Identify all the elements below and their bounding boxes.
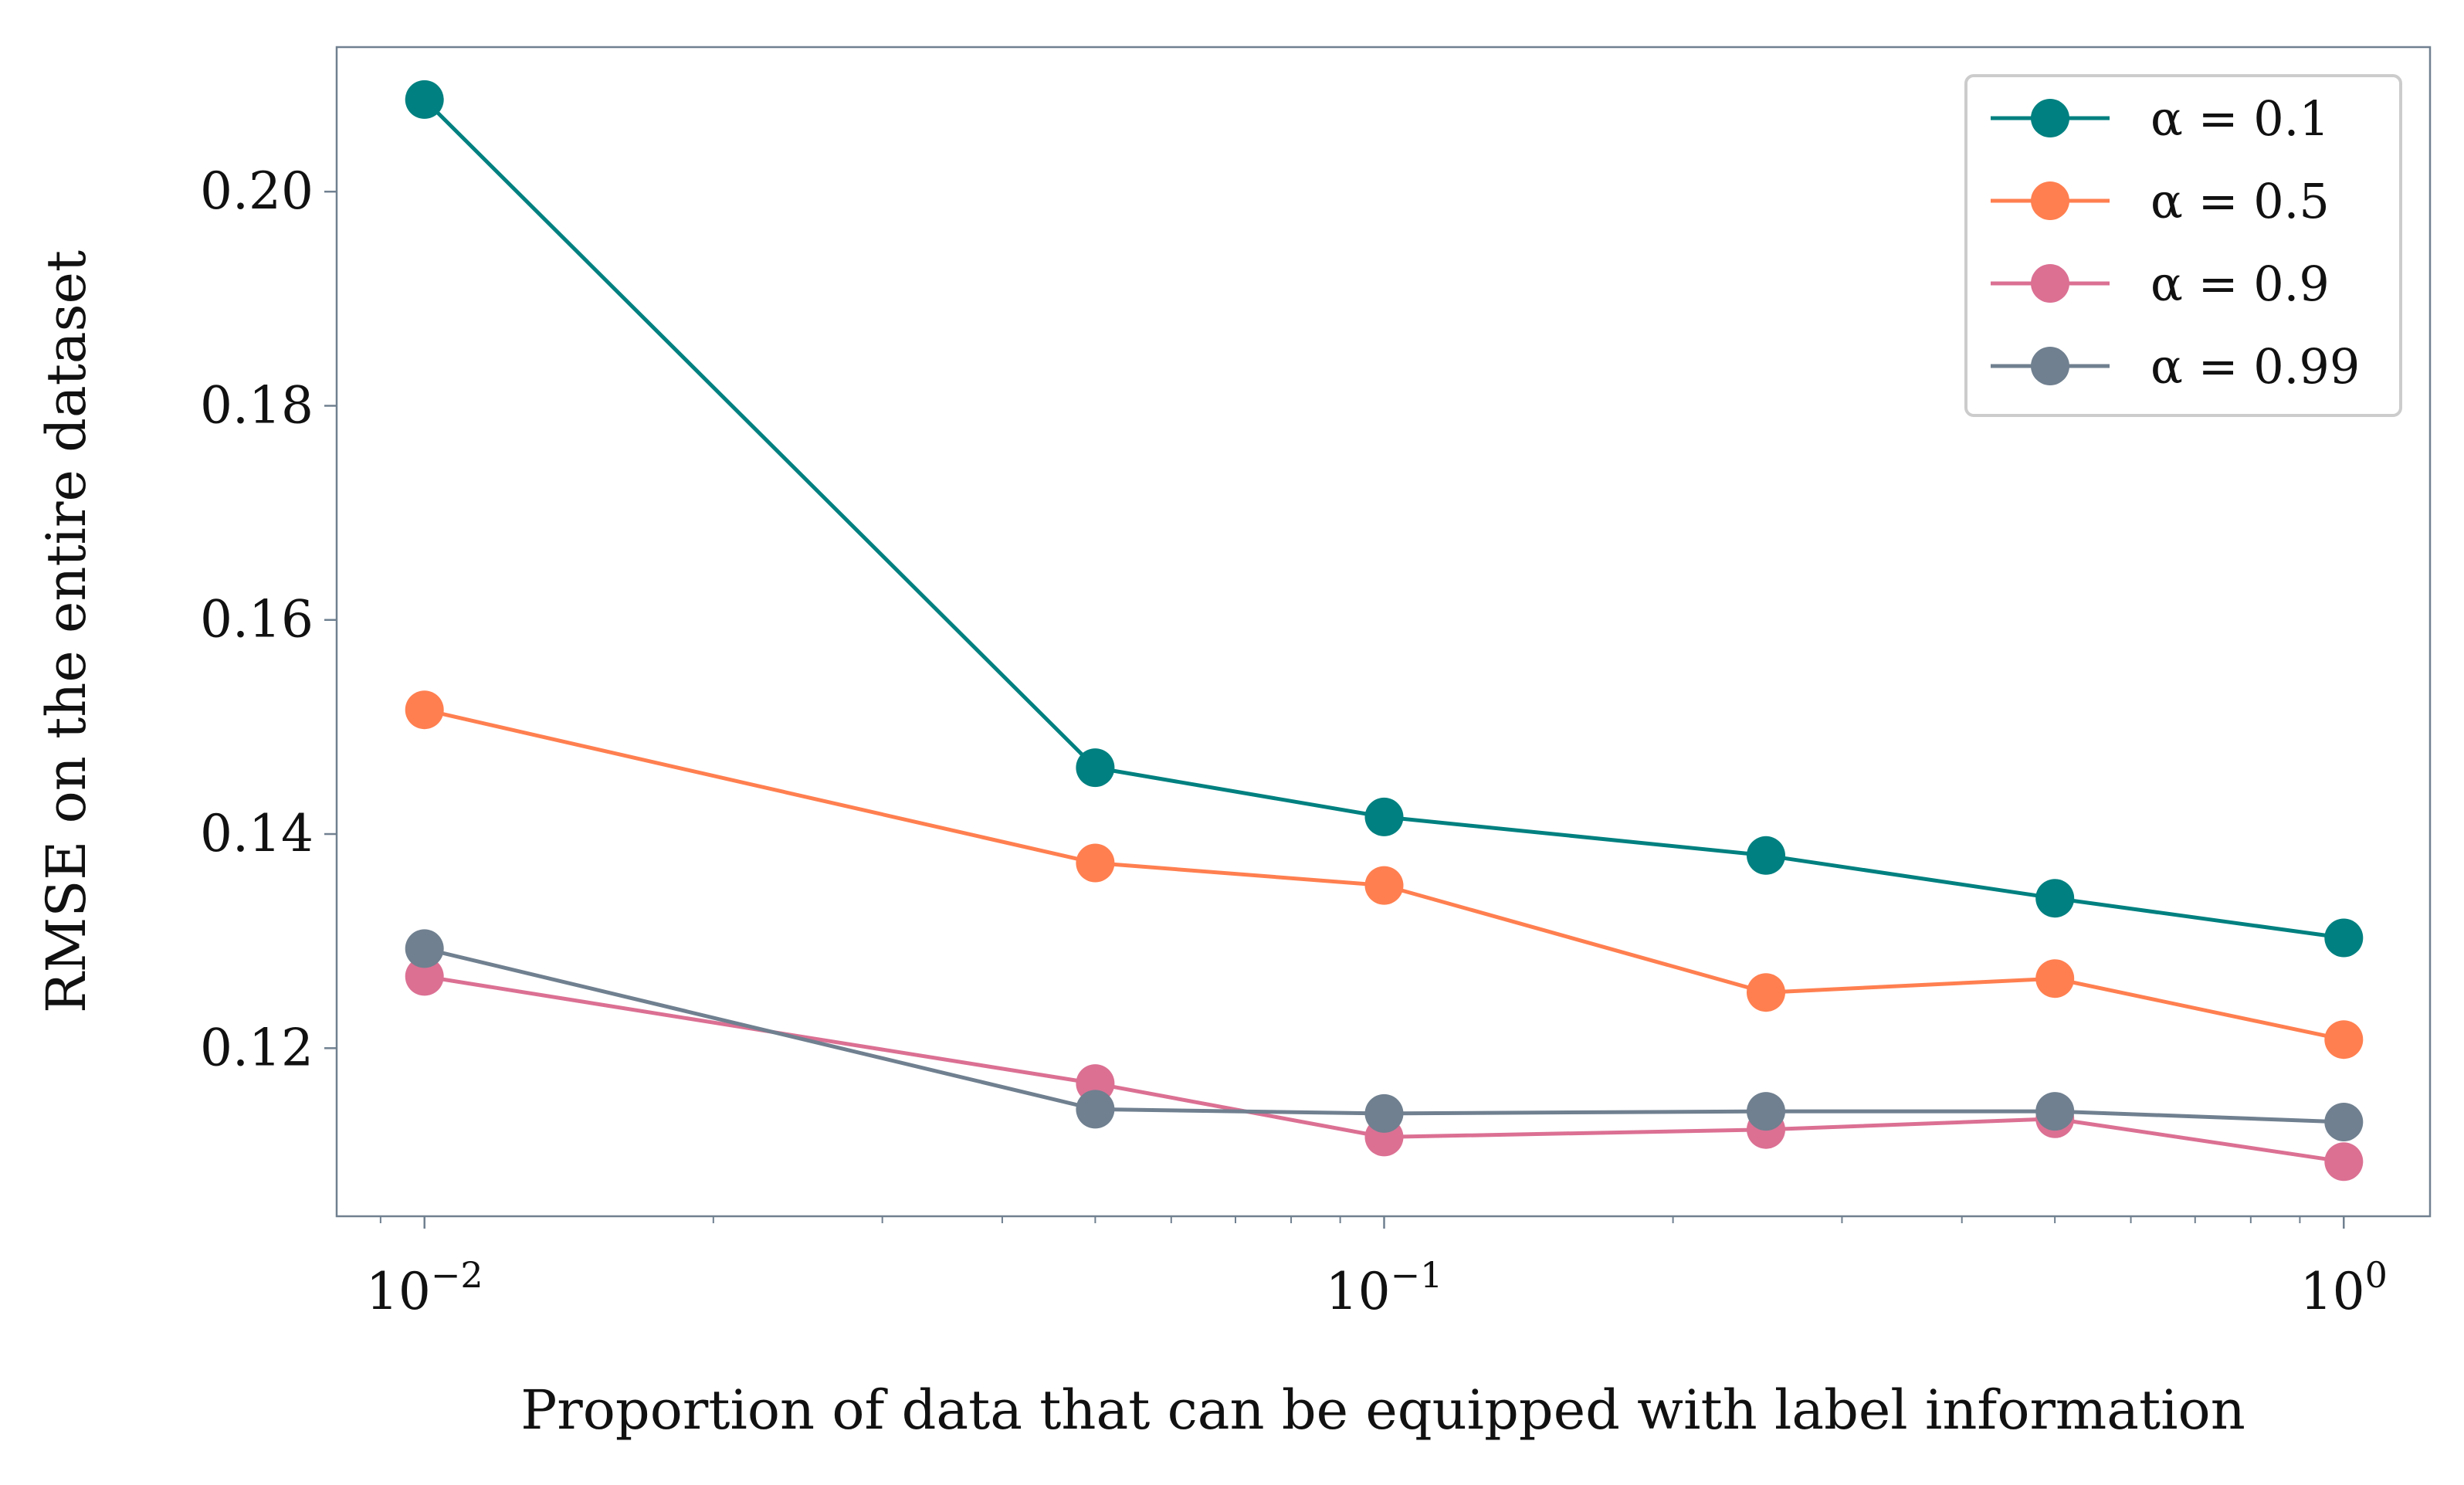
x-tick-label-1: 10−2 bbox=[366, 1254, 483, 1321]
data-point-s4-2 bbox=[1076, 1090, 1115, 1129]
y-tick-label-3: 0.16 bbox=[200, 590, 314, 649]
legend-label-3: α = 0.9 bbox=[2150, 256, 2330, 312]
x-tick-label-2: 10−1 bbox=[1326, 1254, 1443, 1321]
data-point-s4-6 bbox=[2324, 1103, 2364, 1141]
data-point-s4-3 bbox=[1364, 1093, 1404, 1133]
y-tick-label-5: 0.20 bbox=[200, 161, 314, 221]
y-tick-label-1: 0.12 bbox=[200, 1018, 314, 1077]
data-point-s3-6 bbox=[2324, 1142, 2364, 1182]
series-line-1 bbox=[422, 98, 2344, 940]
data-point-s1-3 bbox=[1364, 797, 1404, 836]
x-tick-base: 10 bbox=[2300, 1262, 2365, 1321]
x-axis-label: Proportion of data that can be equipped … bbox=[520, 1378, 2245, 1442]
x-tick-label-3: 100 bbox=[2300, 1254, 2388, 1321]
series-line-3 bbox=[424, 974, 2344, 1164]
series-line-2 bbox=[424, 707, 2344, 1042]
x-tick-exponent: 0 bbox=[2365, 1254, 2388, 1296]
y-axis-label: RMSE on the entire dataset bbox=[35, 250, 98, 1013]
x-tick-exponent: −2 bbox=[431, 1254, 483, 1296]
data-point-s1-4 bbox=[1747, 836, 1785, 875]
data-point-s2-5 bbox=[2035, 959, 2075, 998]
legend-marker-2 bbox=[2031, 181, 2069, 220]
legend: α = 0.1 α = 0.5 α = 0.9 α = 0.99 bbox=[1964, 74, 2402, 417]
x-tick-exponent: −1 bbox=[1391, 1254, 1443, 1296]
data-point-s2-2 bbox=[1076, 843, 1115, 883]
x-tick-base: 10 bbox=[1326, 1262, 1391, 1321]
data-point-s4-1 bbox=[405, 929, 444, 968]
data-point-s3-1 bbox=[405, 957, 444, 996]
data-point-s2-4 bbox=[1747, 973, 1785, 1012]
data-point-s1-5 bbox=[2035, 879, 2075, 918]
plot-area bbox=[405, 80, 2364, 1182]
legend-marker-3 bbox=[2031, 264, 2069, 303]
y-tick-label-4: 0.18 bbox=[200, 375, 314, 435]
legend-marker-4 bbox=[2031, 347, 2069, 385]
data-point-s2-3 bbox=[1364, 866, 1404, 905]
data-point-s4-4 bbox=[1747, 1092, 1785, 1131]
legend-label-4: α = 0.99 bbox=[2150, 338, 2360, 395]
data-point-s1-1 bbox=[405, 80, 444, 119]
x-tick-base: 10 bbox=[366, 1262, 431, 1321]
legend-marker-1 bbox=[2031, 99, 2069, 137]
data-point-s2-6 bbox=[2324, 1020, 2364, 1060]
data-point-s4-5 bbox=[2035, 1092, 2075, 1131]
legend-label-1: α = 0.1 bbox=[2150, 90, 2330, 147]
data-point-s2-1 bbox=[405, 690, 444, 730]
series-line-4 bbox=[424, 946, 2344, 1124]
data-point-s1-2 bbox=[1076, 748, 1115, 788]
y-tick-label-2: 0.14 bbox=[200, 804, 314, 863]
legend-box bbox=[1964, 74, 2402, 417]
data-point-s1-6 bbox=[2324, 918, 2364, 958]
legend-label-2: α = 0.5 bbox=[2150, 173, 2330, 229]
